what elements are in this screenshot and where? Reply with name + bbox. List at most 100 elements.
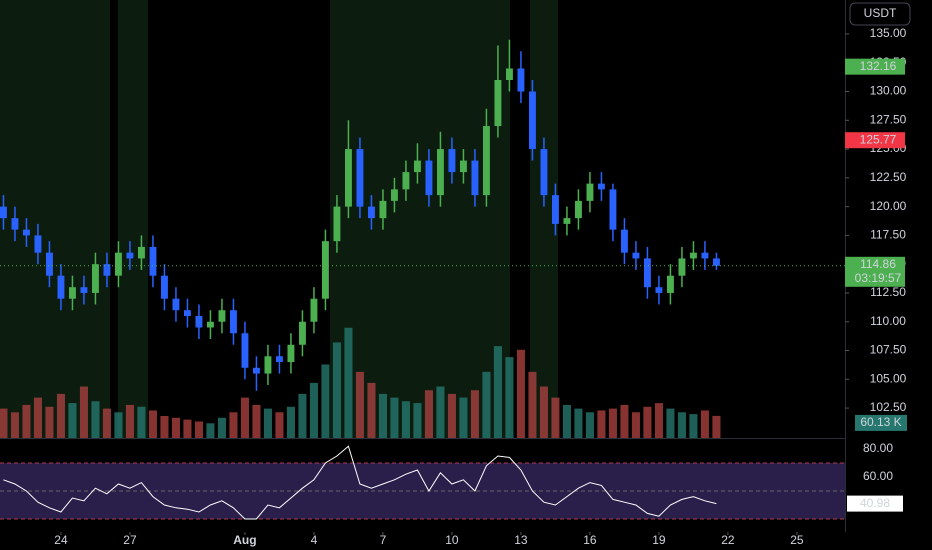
candle-body (275, 356, 283, 363)
candle-body (632, 252, 640, 259)
volume-bar (68, 403, 77, 438)
volume-bar (378, 393, 387, 438)
volume-bar (643, 406, 652, 438)
candle-body (34, 235, 42, 253)
candle-body (689, 252, 697, 259)
volume-bar (321, 364, 330, 438)
x-tick-label: 4 (311, 533, 318, 547)
volume-bar (482, 371, 491, 438)
volume-bar (585, 412, 594, 438)
y-tick-label: 135.00 (870, 26, 907, 40)
price-level-label: 125.77 (860, 132, 897, 146)
x-tick-label: Aug (233, 533, 256, 547)
candle-body (494, 80, 502, 127)
volume-bar (171, 417, 180, 438)
candle-body (563, 218, 571, 224)
candle-body (712, 258, 720, 266)
volume-bar (91, 401, 100, 438)
candle-body (252, 367, 260, 374)
y-tick-label: 102.50 (870, 400, 907, 414)
candle-body (597, 183, 605, 190)
volume-bar (332, 342, 341, 438)
countdown: 03:19:57 (855, 271, 902, 285)
volume-label: 60.13 K (860, 415, 901, 429)
x-tick-label: 24 (54, 533, 68, 547)
x-tick-label: 7 (380, 533, 387, 547)
candle-body (149, 246, 157, 276)
candle-body (471, 160, 479, 196)
volume-bar (56, 393, 65, 438)
volume-bar (45, 406, 54, 438)
candle-body (678, 258, 686, 276)
candle-body (620, 229, 628, 253)
x-tick-label: 22 (721, 533, 735, 547)
candle-body (195, 315, 203, 328)
candle-body (11, 218, 19, 230)
candle-body (218, 310, 226, 322)
volume-bar (137, 406, 146, 438)
volume-bar (309, 382, 318, 438)
volume-bar (252, 404, 261, 438)
volume-bar (505, 357, 514, 438)
x-tick-label: 25 (790, 533, 804, 547)
rsi-tick-label: 80.00 (863, 441, 893, 455)
candle-body (183, 310, 191, 316)
candle-body (68, 287, 76, 299)
volume-bar (0, 408, 8, 438)
candle-body (517, 68, 525, 92)
volume-bar (114, 412, 123, 438)
x-tick-label: 27 (123, 533, 137, 547)
price-level-label: 132.16 (860, 59, 897, 73)
candle-body (482, 126, 490, 196)
volume-bar (447, 393, 456, 438)
session-shade (118, 0, 148, 438)
volume-bar (712, 415, 721, 438)
candle-body (402, 172, 410, 190)
volume-bar (528, 371, 537, 438)
volume-bar (298, 393, 307, 438)
x-tick-label: 10 (445, 533, 459, 547)
candle-body (172, 298, 180, 311)
y-tick-label: 120.00 (870, 199, 907, 213)
volume-bar (436, 386, 445, 438)
volume-bar (217, 417, 226, 438)
candle-body (22, 229, 30, 236)
volume-bar (666, 408, 675, 438)
last-price-badge (845, 256, 905, 287)
y-tick-label: 107.50 (870, 343, 907, 357)
candle-body (643, 258, 651, 288)
candle-body (241, 333, 249, 368)
volume-bar (286, 406, 295, 438)
candle-body (114, 252, 122, 276)
candle-body (528, 91, 536, 150)
currency: USDT (864, 6, 897, 20)
candle-body (91, 264, 99, 293)
candle-body (609, 189, 617, 230)
candle-body (586, 183, 594, 201)
volume-bar (263, 408, 272, 438)
y-tick-label: 112.50 (870, 285, 906, 299)
x-tick-label: 19 (652, 533, 666, 547)
volume-bar (275, 412, 284, 438)
volume-bar (183, 419, 192, 438)
volume-bar (677, 412, 686, 438)
volume-bar (160, 415, 169, 438)
candle-body (344, 149, 352, 207)
candle-body (57, 275, 65, 299)
volume-bar (539, 386, 548, 438)
candle-body (390, 189, 398, 201)
candle-body (264, 356, 272, 374)
volume-bar (574, 408, 583, 438)
volume-bar (125, 404, 134, 438)
volume-bar (654, 403, 663, 438)
volume-bar (424, 390, 433, 438)
candle-body (459, 160, 467, 173)
last-price: 114.86 (860, 257, 896, 271)
price-level-badge (845, 58, 905, 75)
candle-body (206, 321, 214, 328)
candle-body (160, 275, 168, 299)
candle-body (574, 200, 582, 219)
volume-bar (516, 349, 525, 438)
currency-button[interactable] (849, 2, 911, 26)
volume-bar (413, 403, 422, 438)
